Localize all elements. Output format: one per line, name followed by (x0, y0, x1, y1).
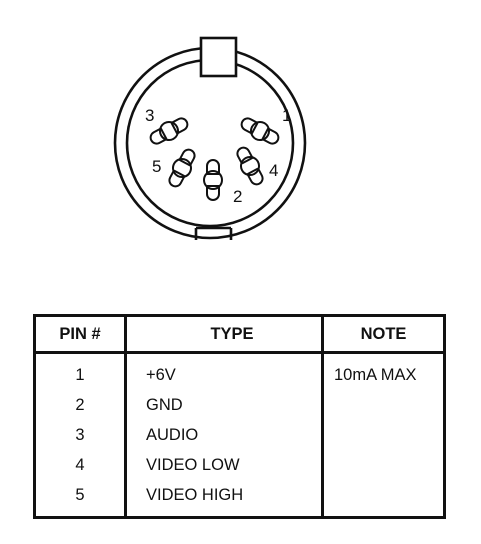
cell-note (323, 420, 445, 450)
pin-label-2: 2 (233, 187, 242, 206)
cell-pin: 3 (34, 420, 127, 450)
cell-note (323, 390, 445, 420)
table-row: 5 VIDEO HIGH (34, 480, 445, 518)
cell-pin: 1 (34, 352, 127, 390)
table-header-row: PIN # TYPE NOTE (34, 315, 445, 354)
cell-note (323, 480, 445, 518)
pin-label-3: 3 (145, 106, 154, 125)
header-note: NOTE (322, 315, 445, 354)
cell-note: 10mA MAX (334, 365, 417, 384)
pin-label-4: 4 (269, 161, 278, 180)
cell-type: VIDEO LOW (125, 450, 324, 480)
header-type: TYPE (125, 315, 324, 354)
cell-type: GND (125, 390, 324, 420)
connector-bottom-notch (194, 226, 233, 240)
pin-4-shape (236, 146, 264, 186)
pin-label-1: 1 (282, 106, 291, 125)
cell-type: AUDIO (125, 420, 324, 450)
cell-type: VIDEO HIGH (125, 480, 324, 518)
cell-note (323, 450, 445, 480)
din-connector-diagram: 1 2 3 4 5 (113, 36, 307, 240)
cell-type: +6V (125, 352, 324, 390)
pin-assignment-table: PIN # TYPE NOTE 1 +6V 10mA MAX 2 GND 3 A… (33, 314, 446, 519)
pin-3-shape (149, 117, 189, 145)
pin-2-shape (203, 159, 223, 201)
cell-pin: 4 (34, 450, 127, 480)
cell-pin: 2 (34, 390, 127, 420)
pin-label-5: 5 (152, 157, 161, 176)
pin-5-shape (168, 148, 196, 188)
table-row: 2 GND (34, 390, 445, 420)
connector-key-notch (199, 36, 238, 78)
table-row: 4 VIDEO LOW (34, 450, 445, 480)
pin-1-shape (240, 117, 280, 145)
table-row: 1 +6V 10mA MAX (34, 352, 445, 390)
header-pin: PIN # (34, 315, 127, 354)
cell-pin: 5 (34, 480, 127, 518)
table-row: 3 AUDIO (34, 420, 445, 450)
